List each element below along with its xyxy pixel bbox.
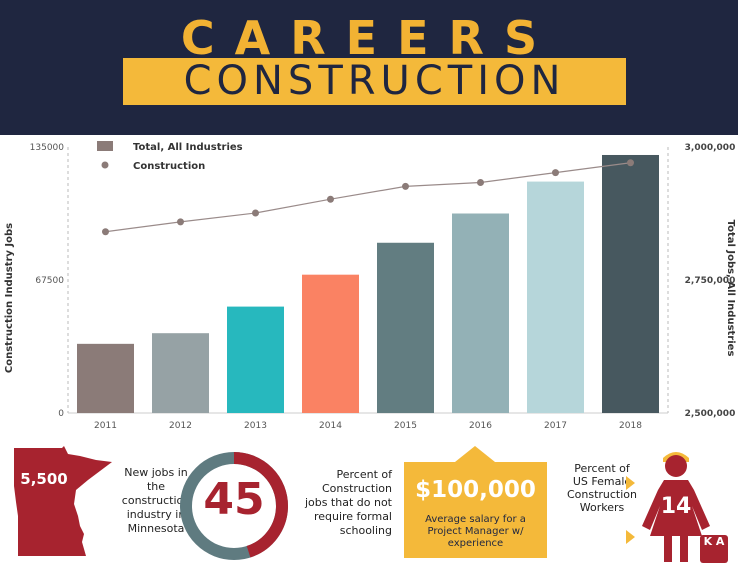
construction-point <box>102 228 109 236</box>
x-tick-label: 2016 <box>469 421 492 431</box>
construction-point <box>402 182 409 190</box>
salary-box-tip <box>455 446 495 462</box>
title-line1: CAREERS IN <box>180 11 558 110</box>
legend-label: Total, All Industries <box>133 142 243 153</box>
jobs-chart: 2011 2012 2013 2014 2015 2016 2017 2018 135000 67… <box>0 135 738 435</box>
construction-point <box>327 195 334 203</box>
y2-tick-label: 3,000,000 <box>685 143 736 153</box>
chart-bar <box>152 333 209 413</box>
jobs-chart-svg: 2011 2012 2013 2014 2015 2016 2017 2018 135000 67… <box>4 141 736 431</box>
x-tick-label: 2014 <box>319 421 342 431</box>
construction-point <box>552 169 559 177</box>
x-tick-label: 2011 <box>94 421 117 431</box>
minnesota-map-icon <box>14 446 112 556</box>
ring-fill <box>180 452 288 560</box>
y2-tick-label: 2,750,000 <box>685 276 736 286</box>
construction-point <box>627 159 634 167</box>
x-tick-label: 2012 <box>169 421 192 431</box>
logo-letters: K A <box>703 535 725 548</box>
construction-line <box>105 162 631 233</box>
legend-swatch-point <box>101 161 109 169</box>
construction-point <box>177 218 184 226</box>
chart-bar <box>227 306 284 413</box>
arrow-right-icon <box>626 530 635 544</box>
y-tick-label: 67500 <box>35 276 64 286</box>
chart-bar <box>302 274 359 413</box>
percent-text: Percent of Construction jobs that do not… <box>304 468 392 537</box>
minnesota-text: New jobs in the construction industry in… <box>121 466 191 535</box>
arrow-right-icon <box>626 476 635 490</box>
female-number: 14 <box>660 494 692 519</box>
percent-ring <box>180 452 288 560</box>
chart-bar <box>527 181 584 413</box>
salary-box <box>404 462 547 558</box>
logo <box>700 535 728 563</box>
female-text: Percent of US Female Construction Worker… <box>566 462 638 514</box>
x-tick-label: 2017 <box>544 421 567 431</box>
y-tick-label: 0 <box>58 409 64 419</box>
percent-number: 45 <box>203 474 265 525</box>
y-axis-label: Construction Industry Jobs <box>4 223 15 373</box>
y2-axis-label: Total Jobs, All Industries <box>725 220 736 357</box>
title-band <box>123 58 626 105</box>
construction-point <box>252 209 259 217</box>
chart-bar <box>377 242 434 413</box>
chart-bar <box>602 154 659 414</box>
salary-amount: $100,000 <box>415 477 536 503</box>
y2-tick-label: 2,500,000 <box>685 409 736 419</box>
chart-bar <box>452 213 509 413</box>
salary-text: Average salary for a Project Manager w/ … <box>425 514 526 549</box>
x-tick-label: 2015 <box>394 421 417 431</box>
legend-label: Construction <box>133 161 205 172</box>
legend-swatch-bar <box>97 141 113 151</box>
x-tick-label: 2013 <box>244 421 267 431</box>
construction-point <box>477 178 484 186</box>
title-line2: CONSTRUCTION <box>183 58 566 104</box>
chart-bar <box>77 343 134 413</box>
female-worker-icon <box>642 452 710 562</box>
y-tick-label: 135000 <box>30 143 65 153</box>
minnesota-number: 5,500 <box>20 470 68 488</box>
x-tick-label: 2018 <box>619 421 642 431</box>
